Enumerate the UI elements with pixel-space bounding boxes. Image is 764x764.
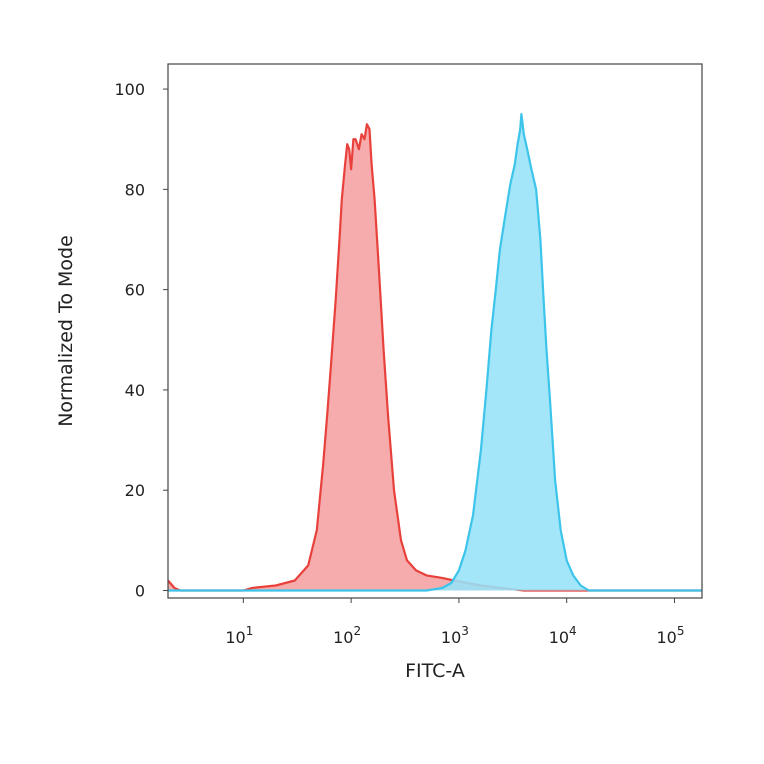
histogram-outline-2 (168, 113, 702, 592)
x-tick-label: 103 (441, 624, 469, 647)
histogram-outline-1 (167, 123, 702, 592)
histogram-area-1 (168, 124, 702, 591)
x-tick-label: 104 (549, 624, 577, 647)
y-tick-label: 100 (114, 80, 145, 99)
plot-frame (167, 63, 703, 599)
x-tick-label: 101 (225, 624, 253, 647)
x-tick-label: 102 (333, 624, 361, 647)
x-axis-title: FITC-A (405, 660, 465, 682)
y-axis-title: Normalized To Mode (55, 235, 77, 427)
histogram-series-group (167, 113, 702, 592)
x-tick-label: 105 (656, 624, 684, 647)
y-tick-label: 0 (135, 581, 145, 600)
y-tick-label: 80 (125, 180, 145, 199)
y-tick-label: 40 (125, 381, 145, 400)
y-tick-label: 60 (125, 281, 145, 300)
y-tick-label: 20 (125, 481, 145, 500)
y-axis-ticks: 0 20 40 60 80 100 (114, 80, 168, 600)
histogram-area-2 (168, 114, 702, 591)
x-axis-ticks: 101 102 103 104 105 (225, 598, 684, 647)
